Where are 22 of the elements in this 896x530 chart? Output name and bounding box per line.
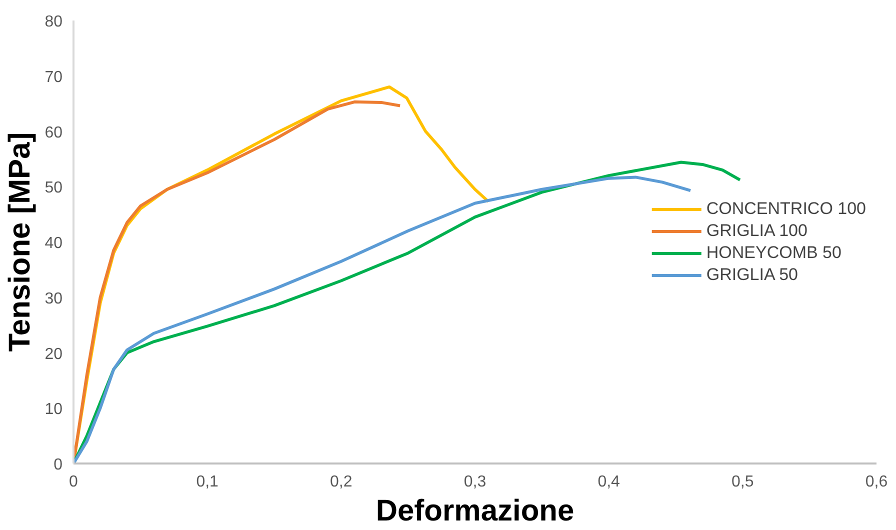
x-tick-label: 0,6 — [865, 474, 888, 490]
legend-label: GRIGLIA 100 — [706, 220, 808, 240]
x-tick-label: 0,4 — [598, 474, 620, 490]
y-tick-label: 50 — [44, 180, 63, 197]
y-tick-label: 0 — [54, 456, 63, 474]
y-tick-label: 10 — [44, 401, 63, 418]
y-tick-label: 20 — [44, 346, 63, 363]
legend-label: GRIGLIA 50 — [706, 264, 798, 284]
x-tick-label: 0,5 — [732, 474, 754, 490]
y-tick-label: 80 — [44, 14, 63, 30]
x-tick-label: 0,3 — [464, 474, 486, 490]
y-tick-label: 70 — [44, 68, 63, 86]
y-tick-label: 30 — [44, 290, 63, 308]
x-axis-title: Deformazione — [376, 494, 574, 528]
x-tick-label: 0,2 — [330, 474, 352, 490]
y-axis-title: Tensione [MPa] — [4, 132, 37, 352]
y-tick-label: 40 — [44, 235, 63, 252]
x-tick-label: 0,1 — [196, 474, 219, 490]
legend-label: HONEYCOMB 50 — [706, 242, 842, 262]
x-tick-label: 0 — [69, 474, 78, 490]
y-tick-label: 60 — [44, 124, 63, 142]
legend-label: CONCENTRICO 100 — [706, 198, 866, 218]
